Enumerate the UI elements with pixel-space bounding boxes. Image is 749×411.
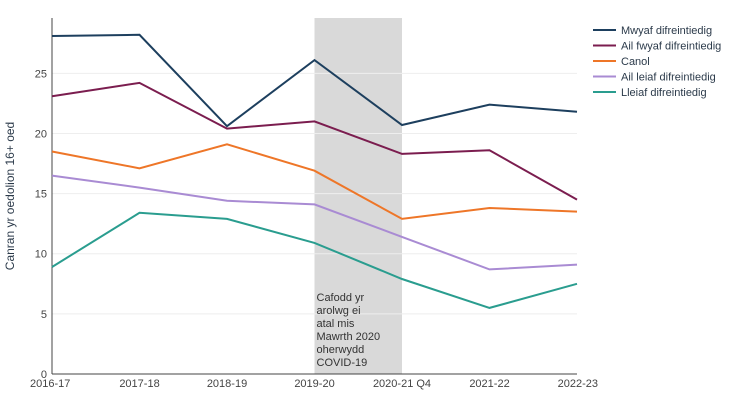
- y-axis-label: Canran yr oedolion 16+ oed: [3, 122, 17, 270]
- y-tick-label: 0: [41, 369, 47, 381]
- x-tick-label: 2017-18: [119, 378, 159, 390]
- x-tick-label: 2022-23: [558, 378, 598, 390]
- legend-label: Canol: [621, 56, 650, 68]
- legend-label: Lleiaf difreintiedig: [621, 87, 707, 99]
- series-line-1: [51, 33, 578, 128]
- shaded-region-layer: [314, 18, 402, 374]
- legend: Mwyaf difreintiedig Ail fwyaf difreintied…: [593, 25, 721, 99]
- annotation-line: Cafodd yr: [317, 292, 365, 304]
- series-line-5: [51, 211, 578, 309]
- covid-shaded-region: [314, 18, 402, 374]
- series-lines: [51, 33, 578, 309]
- annotation-line: arolwg ei: [317, 305, 361, 317]
- annotation-line: COVID-19: [317, 357, 368, 369]
- series-line-2: [51, 81, 578, 201]
- x-tick-label: 2020-21 Q4: [373, 378, 431, 390]
- annotation-line: atal mis: [317, 318, 355, 330]
- x-tick-label: 2021-22: [469, 378, 509, 390]
- y-tick-label: 25: [35, 68, 47, 80]
- y-tick-label: 15: [35, 189, 47, 201]
- y-tick-label: 5: [41, 309, 47, 321]
- series-line-3: [51, 143, 578, 220]
- annotation-line: Mawrth 2020: [317, 331, 381, 343]
- axes: 0 5 10 15 20 25 2016-17 2017-18 2018-19 2019-20 20…: [30, 18, 598, 390]
- x-tick-label: 2016-17: [30, 378, 70, 390]
- gridlines: [52, 72, 577, 315]
- legend-label: Ail fwyaf difreintiedig: [621, 41, 721, 53]
- legend-label: Ail leiaf difreintiedig: [621, 72, 716, 84]
- y-tick-label: 10: [35, 249, 47, 261]
- y-tick-label: 20: [35, 128, 47, 140]
- legend-label: Mwyaf difreintiedig: [621, 25, 712, 37]
- x-tick-label: 2018-19: [207, 378, 247, 390]
- annotation-line: oherwydd: [317, 344, 365, 356]
- x-tick-label: 2019-20: [294, 378, 334, 390]
- series-line-4: [51, 174, 578, 271]
